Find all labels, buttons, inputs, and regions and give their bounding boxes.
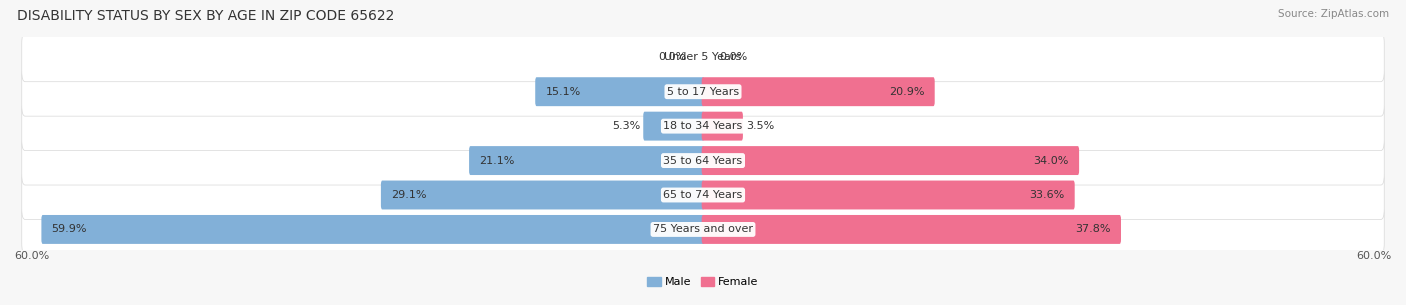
Text: 20.9%: 20.9% — [889, 87, 925, 97]
Text: 0.0%: 0.0% — [720, 52, 748, 62]
FancyBboxPatch shape — [536, 77, 704, 106]
Text: 65 to 74 Years: 65 to 74 Years — [664, 190, 742, 200]
Text: 75 Years and over: 75 Years and over — [652, 224, 754, 235]
Text: 3.5%: 3.5% — [747, 121, 775, 131]
FancyBboxPatch shape — [21, 170, 1385, 220]
FancyBboxPatch shape — [702, 146, 1080, 175]
Text: 15.1%: 15.1% — [546, 87, 581, 97]
FancyBboxPatch shape — [470, 146, 704, 175]
FancyBboxPatch shape — [21, 136, 1385, 185]
Text: 0.0%: 0.0% — [658, 52, 686, 62]
FancyBboxPatch shape — [21, 102, 1385, 151]
FancyBboxPatch shape — [21, 205, 1385, 254]
Legend: Male, Female: Male, Female — [643, 272, 763, 292]
FancyBboxPatch shape — [21, 33, 1385, 82]
Text: Under 5 Years: Under 5 Years — [665, 52, 741, 62]
Text: 35 to 64 Years: 35 to 64 Years — [664, 156, 742, 166]
FancyBboxPatch shape — [702, 77, 935, 106]
Text: 5.3%: 5.3% — [612, 121, 640, 131]
FancyBboxPatch shape — [702, 181, 1074, 210]
Text: 37.8%: 37.8% — [1076, 224, 1111, 235]
FancyBboxPatch shape — [41, 215, 704, 244]
FancyBboxPatch shape — [644, 112, 704, 141]
Text: DISABILITY STATUS BY SEX BY AGE IN ZIP CODE 65622: DISABILITY STATUS BY SEX BY AGE IN ZIP C… — [17, 9, 394, 23]
Text: 21.1%: 21.1% — [479, 156, 515, 166]
FancyBboxPatch shape — [381, 181, 704, 210]
Text: 34.0%: 34.0% — [1033, 156, 1069, 166]
Text: 60.0%: 60.0% — [14, 251, 49, 261]
Text: 60.0%: 60.0% — [1357, 251, 1392, 261]
FancyBboxPatch shape — [21, 67, 1385, 116]
Text: 33.6%: 33.6% — [1029, 190, 1064, 200]
Text: Source: ZipAtlas.com: Source: ZipAtlas.com — [1278, 9, 1389, 19]
Text: 29.1%: 29.1% — [391, 190, 426, 200]
FancyBboxPatch shape — [702, 112, 742, 141]
FancyBboxPatch shape — [702, 215, 1121, 244]
Text: 18 to 34 Years: 18 to 34 Years — [664, 121, 742, 131]
Text: 5 to 17 Years: 5 to 17 Years — [666, 87, 740, 97]
Text: 59.9%: 59.9% — [52, 224, 87, 235]
